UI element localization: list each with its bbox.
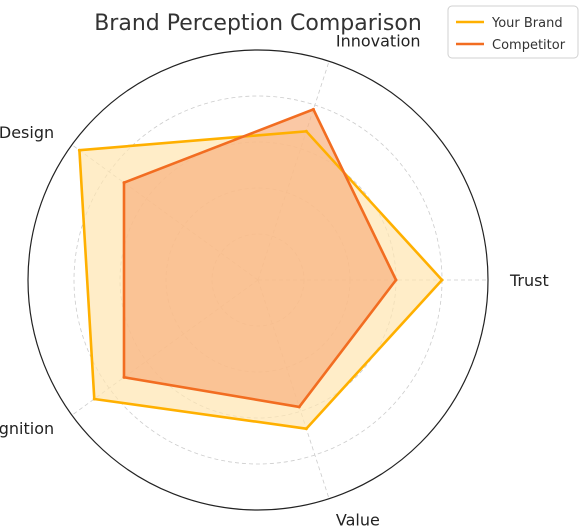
series-point (122, 375, 126, 379)
series-point (304, 129, 308, 133)
series-point (77, 148, 81, 152)
legend: Your Brand Competitor (447, 5, 579, 59)
series-point (394, 278, 398, 282)
axis-labels: Trust Innovation Design Recognition Value (0, 31, 549, 529)
axis-label: Value (336, 511, 380, 530)
series-point (304, 427, 308, 431)
series-point (92, 397, 96, 401)
series-point (440, 278, 444, 282)
axis-label: Recognition (0, 419, 54, 438)
series-line (122, 107, 398, 409)
series-line (78, 129, 444, 431)
series-area (124, 109, 396, 407)
legend-label: Your Brand (491, 16, 563, 31)
series-layer (77, 107, 444, 431)
series-point (297, 405, 301, 409)
axis-label: Innovation (336, 31, 421, 50)
legend-label: Competitor (492, 38, 566, 53)
axis-label: Trust (509, 271, 549, 290)
axis-label: Design (0, 123, 54, 142)
series-point (311, 107, 315, 111)
outer-ring (27, 49, 489, 511)
series-point (122, 181, 126, 185)
chart-title: Brand Perception Comparison (94, 11, 422, 36)
